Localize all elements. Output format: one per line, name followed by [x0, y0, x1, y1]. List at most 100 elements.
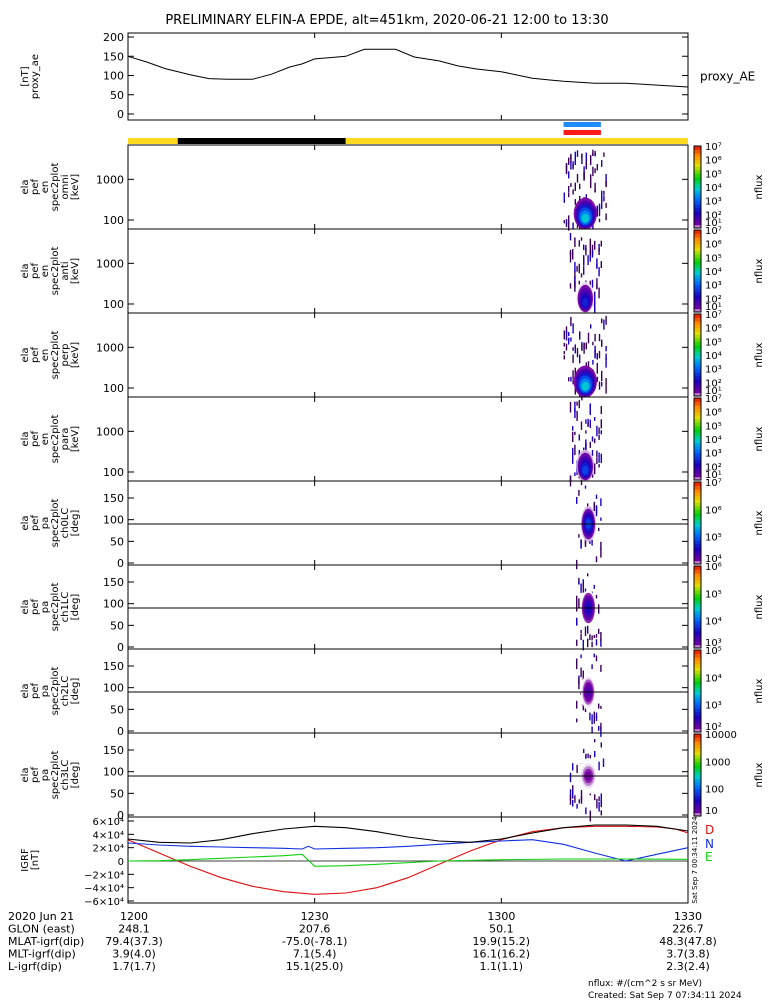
pa-ch0-ylabel-line: pa	[40, 517, 51, 529]
spec-omni-ylabel-line: spec2plot	[50, 163, 61, 212]
spec-omni-pixel	[605, 174, 607, 183]
pa-ch1-ylabel-line: ela	[20, 599, 31, 614]
spec-omni-colorbar-cell	[694, 149, 701, 154]
spec-anti-pixel	[594, 301, 596, 312]
pa-ch0-colorbar-tick: 10⁵	[705, 533, 722, 544]
pa-ch3-colorbar-cell	[694, 771, 701, 776]
pa-ch2-pixel	[593, 653, 595, 658]
spec-anti-colorbar-tick: 10²	[705, 294, 722, 305]
pa-ch3-pixel	[569, 772, 572, 783]
igrf-legend-n: N	[705, 837, 714, 851]
pa-ch2-pixel	[576, 658, 578, 670]
spec-anti-pixel	[598, 247, 600, 255]
spec-perp-pixel	[583, 342, 585, 349]
spec-anti-colorbar-tick: 10⁴	[705, 267, 722, 278]
spec-anti-pixel	[578, 263, 580, 274]
pa-ch0-colorbar-cell	[694, 529, 701, 534]
spec-omni-pixel	[598, 218, 601, 223]
ephemeris-row-label: GLON (east)	[8, 923, 75, 936]
pa-ch2-colorbar-cell	[694, 718, 701, 723]
pa-ch3-pixel	[585, 807, 587, 815]
ephemeris-value: 7.1(5.4)	[293, 948, 337, 961]
spec-para-colorbar-cell	[694, 456, 701, 461]
pa-ch3-pixel	[578, 799, 580, 804]
spec-para-colorbar-label: nflux	[754, 426, 765, 451]
spec-para-ylabel: ela pef en spec2plot para [keV]	[20, 415, 81, 464]
ephemeris-row-label: MLT-igrf(dip)	[8, 948, 76, 961]
spec-perp-pixel	[572, 323, 574, 334]
spec-para-pixel	[598, 452, 600, 463]
spec-para-colorbar-tick: 10⁶	[705, 408, 722, 419]
spec-omni-pixel	[594, 168, 596, 173]
spec-omni-colorbar-cell	[694, 214, 701, 219]
pa-ch3-ylabel-line: ela	[20, 767, 31, 782]
pa-ch0-ylabel-line: [deg]	[70, 510, 81, 537]
pa-ch1-pixel	[576, 601, 578, 612]
spec-perp-pixel	[570, 337, 572, 342]
spec-perp-colorbar-label: nflux	[754, 342, 765, 367]
spec-anti-colorbar-cell	[694, 294, 701, 299]
ephemeris-value: 3.7(3.8)	[666, 948, 710, 961]
pa-ch2-colorbar-cell	[694, 670, 701, 675]
pa-ch3-pixel	[589, 810, 591, 822]
pa-ch1-pixel	[595, 634, 598, 638]
spec-para-colorbar-cell	[694, 415, 701, 420]
spec-perp-pixel	[581, 344, 583, 351]
spec-perp-colorbar-cell	[694, 382, 701, 387]
pa-ch3-pixel	[600, 742, 602, 748]
pa-ch1-pixel	[587, 623, 589, 634]
pa-ch1-pixel	[600, 638, 602, 647]
spec-para-pixel	[585, 430, 587, 434]
pa-ch2-colorbar-cell	[694, 680, 701, 685]
pa-ch2-colorbar-cell	[694, 714, 701, 719]
pa-ch2-pixel	[593, 717, 595, 724]
pa-ch0-colorbar-cell	[694, 488, 701, 493]
spec-perp-colorbar-cell	[694, 324, 701, 329]
spec-anti-pixel	[574, 237, 576, 248]
spec-para-pixel	[600, 419, 602, 429]
spec-omni-colorbar-frame	[693, 145, 702, 229]
pa-ch3-heatmap	[569, 739, 605, 822]
spec-anti-colorbar-frame	[693, 229, 702, 313]
spec-perp-pixel	[574, 344, 576, 354]
igrf-ytick-label: 4×10⁴	[93, 830, 124, 841]
pa-ch2-pixel	[595, 712, 598, 719]
pa-ch0-pixel	[595, 556, 598, 563]
igrf-line-total	[127, 824, 689, 844]
spec-omni-pixel	[572, 164, 574, 170]
pa-ch3-colorbar-cell	[694, 802, 701, 807]
spec-perp-colorbar-cell	[694, 351, 701, 356]
spec-anti-pixel	[594, 295, 596, 307]
pa-ch0-colorbar-frame	[693, 481, 702, 565]
spec-omni-pixel	[574, 158, 576, 165]
pa-ch1-colorbar-cell	[694, 589, 701, 594]
pa-ch0-pixel	[584, 537, 587, 547]
spec-para-ylabel-line: spec2plot	[50, 415, 61, 464]
spec-para-colorbar-cell	[694, 462, 701, 467]
spec-perp-pixel	[605, 353, 607, 360]
ephemeris-value: 16.1(16.2)	[473, 948, 531, 961]
spec-para-ylabel-line: ela	[20, 431, 31, 446]
pa-ch2-colorbar-cell	[694, 656, 701, 661]
spec-omni-ytick-label: 100	[103, 214, 124, 227]
pa-ch2-colorbar-cell	[694, 673, 701, 678]
spec-omni-pixel	[581, 154, 583, 159]
pa-ch3-colorbar-cell	[694, 764, 701, 769]
spec-para-colorbar-cell	[694, 442, 701, 447]
pa-ch2-colorbar-cell	[694, 663, 701, 668]
pa-ch0-pixel	[578, 534, 580, 538]
spec-para-colorbar-cell	[694, 459, 701, 464]
spec-anti-colorbar-cell	[694, 267, 701, 272]
pa-ch3-ylabel-line: pa	[40, 769, 51, 781]
pa-ch2-colorbar-cell	[694, 653, 701, 658]
spec-perp-pixel	[596, 376, 598, 382]
spec-omni-pixel	[585, 161, 587, 170]
pa-ch3-pixel	[576, 764, 578, 773]
spec-omni-pixel	[592, 166, 594, 177]
ephemeris-value: -75.0(-78.1)	[282, 935, 348, 948]
pa-ch2-pixel	[582, 704, 584, 711]
pa-ch3-colorbar-cell	[694, 798, 701, 803]
pa-ch0-colorbar-cell	[694, 502, 701, 507]
spec-para-colorbar-cell	[694, 418, 701, 423]
